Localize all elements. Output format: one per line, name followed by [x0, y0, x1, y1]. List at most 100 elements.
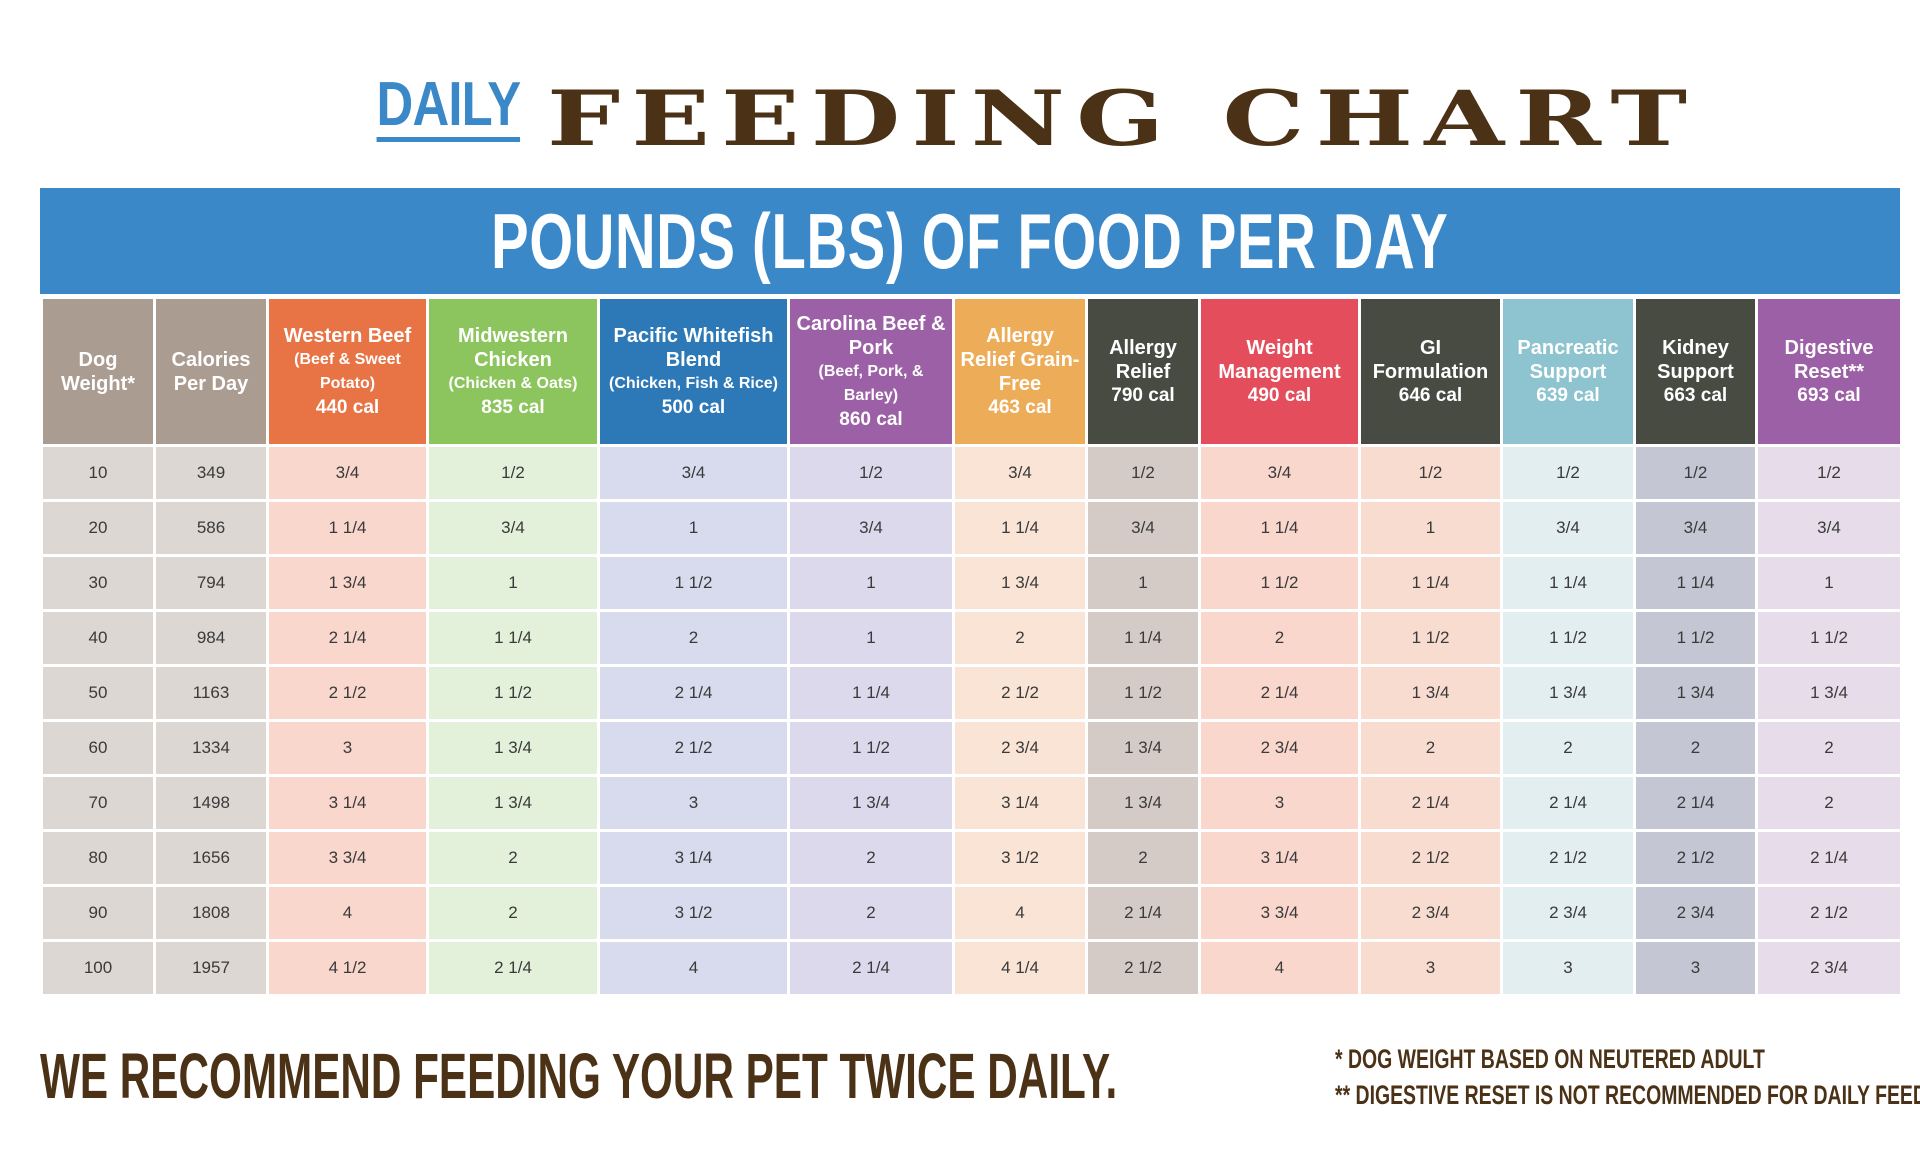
portion-cell: 2 — [1085, 829, 1201, 887]
column-name: Kidney Support — [1657, 336, 1734, 383]
portion-cell: 2 1/4 — [1085, 884, 1201, 942]
portion-cell: 2 — [1358, 719, 1503, 777]
portion-cell: 1 1/4 — [787, 664, 955, 722]
portion-cell: 3 — [597, 774, 790, 832]
portion-cell: 2 1/4 — [426, 939, 600, 997]
calories-cell: 1656 — [153, 829, 269, 887]
calories-cell: 794 — [153, 554, 269, 612]
chart-title: DAILY FEEDING CHART — [0, 60, 1920, 160]
portion-cell: 1/2 — [426, 444, 600, 502]
portion-cell: 1/2 — [1085, 444, 1201, 502]
portion-cell: 3/4 — [787, 499, 955, 557]
portion-cell: 2 1/2 — [952, 664, 1088, 722]
portion-cell: 2 — [952, 609, 1088, 667]
portion-cell: 1 1/2 — [1633, 609, 1758, 667]
portion-cell: 1 — [1755, 554, 1903, 612]
portion-cell: 1 3/4 — [952, 554, 1088, 612]
column-ingredients: (Chicken & Oats) — [448, 374, 578, 392]
portion-cell: 1 1/4 — [1198, 499, 1361, 557]
portion-cell: 2 — [1198, 609, 1361, 667]
portion-cell: 3 1/4 — [1198, 829, 1361, 887]
column-calories: 860 cal — [839, 408, 903, 430]
portion-cell: 2 — [1633, 719, 1758, 777]
portion-cell: 2 1/4 — [266, 609, 429, 667]
portion-cell: 4 — [597, 939, 790, 997]
column-name: Calories Per Day — [171, 348, 251, 395]
portion-cell: 2 — [787, 829, 955, 887]
portion-cell: 3/4 — [1633, 499, 1758, 557]
column-name: Pancreatic Support — [1517, 336, 1619, 383]
portion-cell: 4 — [1198, 939, 1361, 997]
portion-cell: 1 3/4 — [1358, 664, 1503, 722]
feeding-table: Dog Weight* Calories Per Day Western Beef (… — [40, 296, 1903, 997]
portion-cell: 3 1/4 — [597, 829, 790, 887]
portion-cell: 1/2 — [1500, 444, 1636, 502]
column-header: Kidney Support 663 cal — [1633, 296, 1758, 447]
portion-cell: 1 — [787, 609, 955, 667]
portion-cell: 2 — [1755, 774, 1903, 832]
calories-cell: 586 — [153, 499, 269, 557]
portion-cell: 3 — [1633, 939, 1758, 997]
portion-cell: 1 1/2 — [1198, 554, 1361, 612]
portion-cell: 3/4 — [1085, 499, 1201, 557]
portion-cell: 3 1/4 — [266, 774, 429, 832]
footnote-weight: * DOG WEIGHT BASED ON NEUTERED ADULT — [1335, 1044, 1765, 1074]
portion-cell: 1 — [787, 554, 955, 612]
portion-cell: 3/4 — [1198, 444, 1361, 502]
portion-cell: 1 1/4 — [1085, 609, 1201, 667]
portion-cell: 1 3/4 — [787, 774, 955, 832]
portion-cell: 3 1/2 — [952, 829, 1088, 887]
portion-cell: 2 3/4 — [1755, 939, 1903, 997]
portion-cell: 3 — [1198, 774, 1361, 832]
portion-cell: 1 — [1085, 554, 1201, 612]
dog-weight-cell: 10 — [40, 444, 156, 502]
footnote-digestive-reset: ** DIGESTIVE RESET IS NOT RECOMMENDED FO… — [1335, 1080, 1920, 1110]
table-row: 50 1163 2 1/2 1 1/2 2 1/4 1 1/4 2 1/2 1 1/2 2 1/… — [40, 664, 1903, 722]
portion-cell: 2 3/4 — [1500, 884, 1636, 942]
calories-cell: 1163 — [153, 664, 269, 722]
portion-cell: 2 — [426, 884, 600, 942]
column-header: Pacific Whitefish Blend (Chicken, Fish & … — [597, 296, 790, 447]
dog-weight-cell: 50 — [40, 664, 156, 722]
portion-cell: 1 — [597, 499, 790, 557]
portion-cell: 2 3/4 — [1358, 884, 1503, 942]
table-row: 80 1656 3 3/4 2 3 1/4 2 3 1/2 2 3 1/4 2 1/2 2 1/2 2… — [40, 829, 1903, 887]
column-name: Carolina Beef & Pork — [796, 312, 946, 359]
dog-weight-cell: 60 — [40, 719, 156, 777]
table-row: 70 1498 3 1/4 1 3/4 3 1 3/4 3 1/4 1 3/4 3 2 1/4 2 … — [40, 774, 1903, 832]
column-header: Weight Management 490 cal — [1198, 296, 1361, 447]
portion-cell: 1 1/4 — [952, 499, 1088, 557]
table-row: 20 586 1 1/4 3/4 1 3/4 1 1/4 3/4 1 1/4 1 3/4 3/4 3/4 — [40, 499, 1903, 557]
portion-cell: 3/4 — [426, 499, 600, 557]
portion-cell: 4 1/2 — [266, 939, 429, 997]
table-body: 10 349 3/4 1/2 3/4 1/2 3/4 1/2 3/4 1/2 1/2 1/2 1/2 20… — [40, 444, 1903, 997]
column-header: Carolina Beef & Pork (Beef, Pork, & Barle… — [787, 296, 955, 447]
table-row: 60 1334 3 1 3/4 2 1/2 1 1/2 2 3/4 1 3/4 2 3/4 2 2 2… — [40, 719, 1903, 777]
portion-cell: 2 1/4 — [597, 664, 790, 722]
portion-cell: 1 1/4 — [1500, 554, 1636, 612]
column-header: Calories Per Day — [153, 296, 269, 447]
portion-cell: 2 — [1500, 719, 1636, 777]
title-daily: DAILY — [376, 73, 522, 142]
portion-cell: 2 1/2 — [1755, 884, 1903, 942]
portion-cell: 2 1/4 — [1755, 829, 1903, 887]
portion-cell: 2 3/4 — [1633, 884, 1758, 942]
column-header: Pancreatic Support 639 cal — [1500, 296, 1636, 447]
dog-weight-cell: 90 — [40, 884, 156, 942]
dog-weight-cell: 70 — [40, 774, 156, 832]
column-calories: 835 cal — [481, 396, 545, 418]
portion-cell: 3/4 — [1500, 499, 1636, 557]
column-name: Digestive Reset** — [1784, 336, 1874, 383]
column-name: Allergy Relief Grain-Free — [960, 324, 1080, 395]
table-row: 90 1808 4 2 3 1/2 2 4 2 1/4 3 3/4 2 3/4 2 3/4 2 3/4… — [40, 884, 1903, 942]
column-name: Western Beef — [283, 324, 412, 347]
column-name: Allergy Relief — [1109, 336, 1177, 383]
dog-weight-cell: 80 — [40, 829, 156, 887]
portion-cell: 4 — [266, 884, 429, 942]
column-name: Midwestern Chicken — [457, 324, 569, 371]
portion-cell: 3 1/2 — [597, 884, 790, 942]
portion-cell: 1 1/4 — [1633, 554, 1758, 612]
portion-cell: 1 1/4 — [1358, 554, 1503, 612]
portion-cell: 1 — [426, 554, 600, 612]
calories-cell: 984 — [153, 609, 269, 667]
